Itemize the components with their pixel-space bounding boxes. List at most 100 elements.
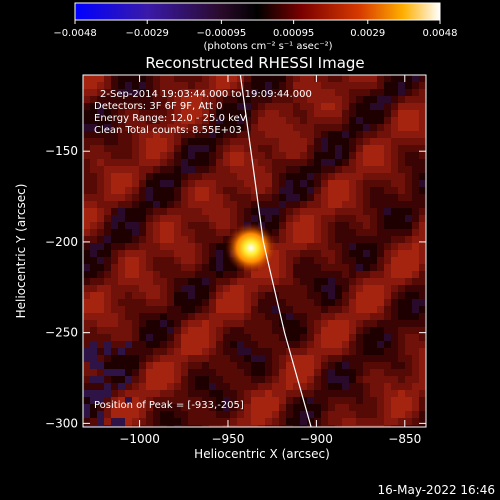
heatmap-cell xyxy=(167,327,174,334)
heatmap-cell xyxy=(181,110,188,117)
heatmap-cell xyxy=(111,159,118,166)
heatmap-cell xyxy=(328,208,335,215)
heatmap-cell xyxy=(391,348,398,355)
heatmap-cell xyxy=(384,229,391,236)
heatmap-cell xyxy=(384,271,391,278)
heatmap-cell xyxy=(279,411,286,418)
heatmap-cell xyxy=(321,131,328,138)
heatmap-cell xyxy=(293,152,300,159)
heatmap-cell xyxy=(90,411,97,418)
heatmap-cell xyxy=(153,236,160,243)
heatmap-cell xyxy=(377,348,384,355)
heatmap-cell xyxy=(216,236,223,243)
heatmap-cell xyxy=(146,292,153,299)
heatmap-cell xyxy=(139,173,146,180)
heatmap-cell xyxy=(377,229,384,236)
heatmap-cell xyxy=(405,173,412,180)
heatmap-cell xyxy=(258,187,265,194)
heatmap-cell xyxy=(370,131,377,138)
heatmap-cell xyxy=(97,404,104,411)
heatmap-cell xyxy=(356,103,363,110)
heatmap-cell xyxy=(83,306,90,313)
heatmap-cell xyxy=(132,194,139,201)
heatmap-cell xyxy=(125,306,132,313)
heatmap-cell xyxy=(405,194,412,201)
heatmap-cell xyxy=(370,425,377,427)
heatmap-cell xyxy=(216,299,223,306)
heatmap-cell xyxy=(223,285,230,292)
heatmap-cell xyxy=(293,243,300,250)
heatmap-cell xyxy=(363,369,370,376)
heatmap-cell xyxy=(188,390,195,397)
heatmap-cell xyxy=(111,418,118,425)
annotation-line: Clean Total counts: 8.55E+03 xyxy=(94,125,242,136)
heatmap-cell xyxy=(216,425,223,427)
heatmap-cell xyxy=(321,236,328,243)
heatmap-cell xyxy=(111,397,118,404)
heatmap-cell xyxy=(181,411,188,418)
heatmap-cell xyxy=(181,222,188,229)
heatmap-cell xyxy=(153,96,160,103)
heatmap-cell xyxy=(90,397,97,404)
heatmap-cell xyxy=(118,250,125,257)
heatmap-cell xyxy=(111,152,118,159)
heatmap-cell xyxy=(139,257,146,264)
heatmap-cell xyxy=(237,145,244,152)
heatmap-cell xyxy=(244,425,251,427)
heatmap-cell xyxy=(272,166,279,173)
heatmap-cell xyxy=(293,299,300,306)
heatmap-cell xyxy=(398,355,405,362)
heatmap-cell xyxy=(188,313,195,320)
heatmap-cell xyxy=(118,110,125,117)
heatmap-cell xyxy=(272,124,279,131)
heatmap-cell xyxy=(230,103,237,110)
heatmap-cell xyxy=(104,222,111,229)
heatmap-cell xyxy=(174,306,181,313)
heatmap-cell xyxy=(160,96,167,103)
heatmap-cell xyxy=(349,404,356,411)
heatmap-cell xyxy=(230,369,237,376)
x-tick-label: −1000 xyxy=(119,432,160,446)
heatmap-cell xyxy=(230,292,237,299)
heatmap-cell xyxy=(97,376,104,383)
heatmap-cell xyxy=(251,187,258,194)
heatmap-cell xyxy=(230,271,237,278)
heatmap-cell xyxy=(188,173,195,180)
heatmap-cell xyxy=(83,222,90,229)
heatmap-cell xyxy=(97,257,104,264)
heatmap-cell xyxy=(342,320,349,327)
heatmap-cell xyxy=(237,110,244,117)
heatmap-cell xyxy=(125,285,132,292)
heatmap-cell xyxy=(335,229,342,236)
heatmap-cell xyxy=(286,320,293,327)
heatmap-cell xyxy=(97,411,104,418)
heatmap-cell xyxy=(272,103,279,110)
heatmap-cell xyxy=(384,278,391,285)
heatmap-cell xyxy=(300,257,307,264)
heatmap-cell xyxy=(272,278,279,285)
heatmap-cell xyxy=(391,292,398,299)
heatmap-cell xyxy=(363,376,370,383)
heatmap-cell xyxy=(328,327,335,334)
heatmap-cell xyxy=(370,355,377,362)
heatmap-cell xyxy=(293,348,300,355)
heatmap-cell xyxy=(342,271,349,278)
heatmap-cell xyxy=(146,138,153,145)
heatmap-cell xyxy=(419,257,426,264)
heatmap-cell xyxy=(244,397,251,404)
heatmap-cell xyxy=(237,341,244,348)
heatmap-cell xyxy=(174,173,181,180)
heatmap-cell xyxy=(279,159,286,166)
heatmap-cell xyxy=(419,110,426,117)
heatmap-cell xyxy=(223,257,230,264)
heatmap-cell xyxy=(167,341,174,348)
heatmap-cell xyxy=(356,152,363,159)
heatmap-cell xyxy=(202,362,209,369)
heatmap-cell xyxy=(314,313,321,320)
heatmap-cell xyxy=(167,369,174,376)
heatmap-cell xyxy=(125,229,132,236)
heatmap-cell xyxy=(125,124,132,131)
heatmap-cell xyxy=(286,257,293,264)
heatmap-cell xyxy=(153,404,160,411)
